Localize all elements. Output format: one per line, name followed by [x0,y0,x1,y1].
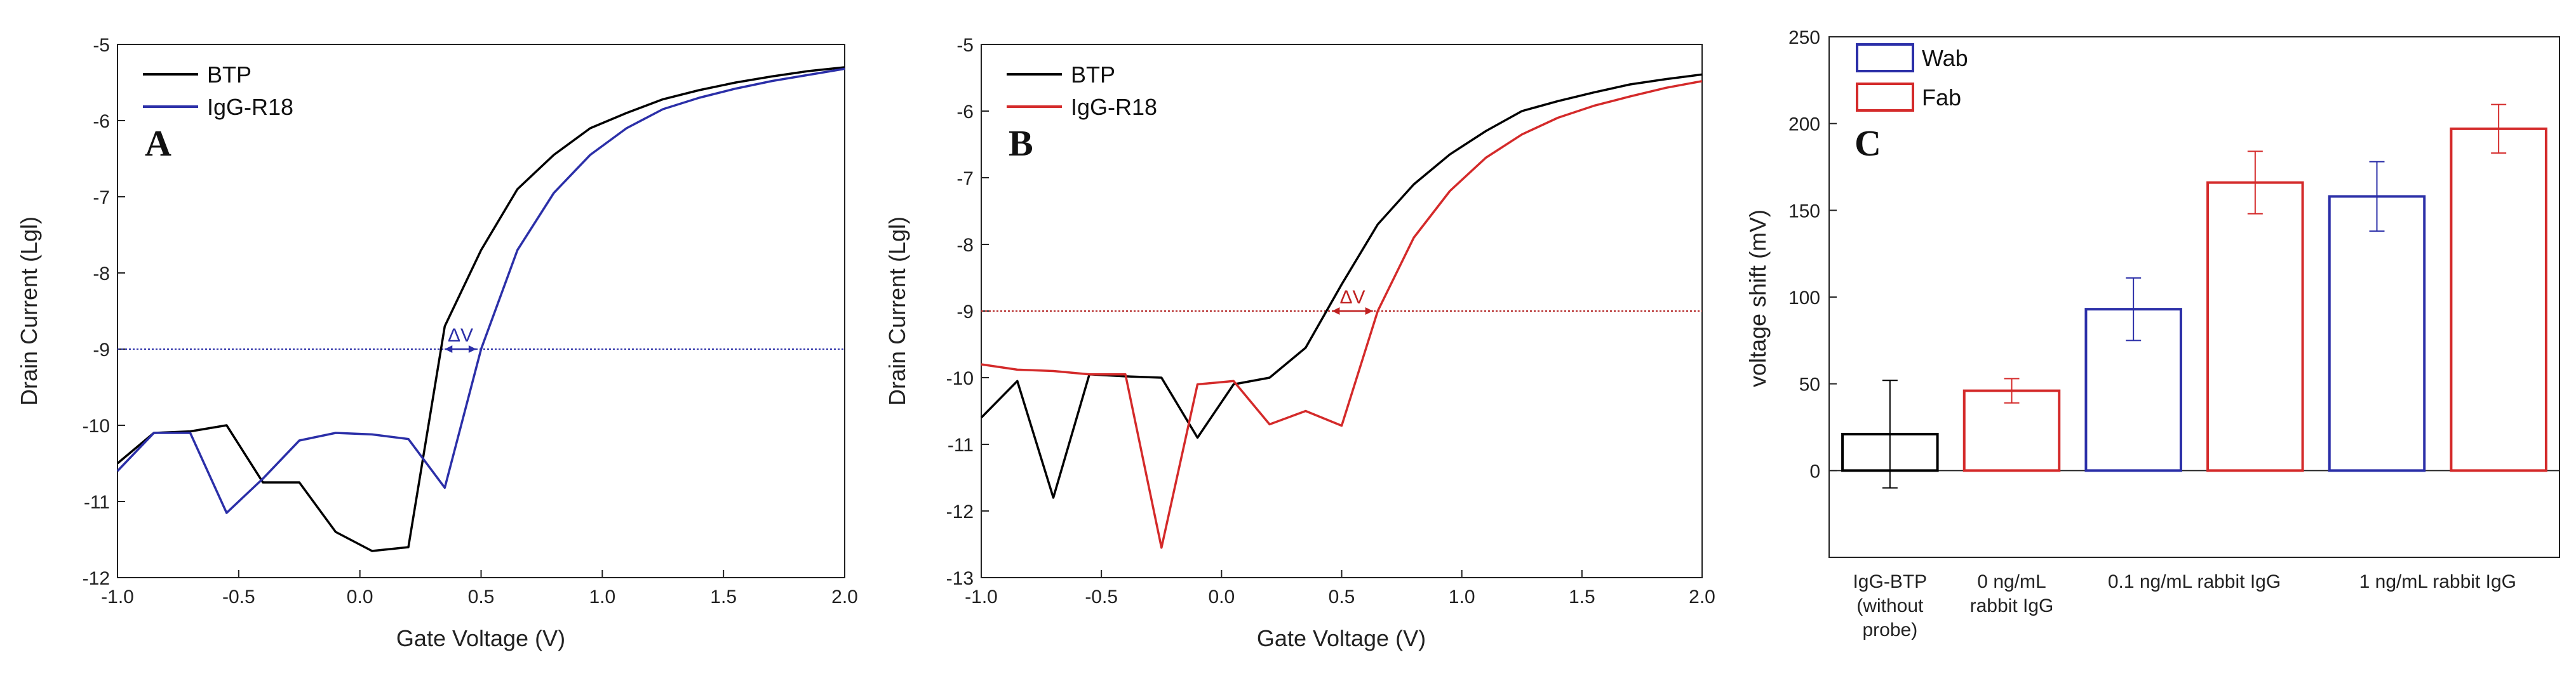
a-series-line-igg-r18 [116,67,845,514]
c-y-tick-label: 150 [1788,201,1820,222]
panel-a-delta-v-arrow [445,345,476,353]
c-y-tick-label: 200 [1788,114,1820,135]
b-y-tick-label: -6 [956,102,974,123]
a-y-tick-label: -11 [84,492,110,513]
a-x-tick-label: 2.0 [831,587,858,607]
panel-a-delta-v-label: ΔV [448,325,473,346]
a-y-tick-label: -5 [93,35,110,56]
a-x-tick-label: -0.5 [222,587,255,607]
b-x-tick-label: 0.5 [1329,587,1355,607]
c-bar [2206,181,2304,472]
panel-b-series [980,73,1703,549]
b-series-line-igg-r18 [981,80,1703,549]
b-y-tick-label: -8 [956,235,974,256]
b-x-tick-label: -0.5 [1085,587,1118,607]
a-x-tick-label: 1.5 [710,587,737,607]
panel-b-y-ticks: -13 -12 -11 -10 -9 -8 -7 -6 -5 [946,35,989,589]
panel-c-bars [1841,103,2547,489]
a-delta-v-arrowhead-left [445,345,453,353]
a-series-line-btp [116,66,845,552]
b-x-tick-label: 1.5 [1569,587,1595,607]
panel-c-legend-swatch-fab [1856,83,1914,112]
c-category-label: 0.1 ng/mL rabbit IgG [2108,571,2281,592]
panel-a-label: A [145,123,171,164]
panel-a-y-ticks: -12 -11 -10 -9 -8 -7 -6 -5 [83,35,125,589]
c-y-tick-label: 100 [1788,288,1820,308]
b-y-tick-label: -7 [956,168,974,189]
panel-b: -13 -12 -11 -10 -9 -8 -7 -6 -5 -1.0 -0.5 0.0 0.5 1.0… [884,35,1715,651]
c-bar [2328,195,2426,472]
b-y-tick-label: -9 [956,302,974,322]
b-x-tick-label: 0.0 [1208,587,1235,607]
b-x-tick-label: 2.0 [1689,587,1715,607]
a-x-tick-label: 0.5 [468,587,495,607]
panel-c-y-axis-label: voltage shift (mV) [1745,209,1771,387]
panel-b-x-axis-label: Gate Voltage (V) [1257,625,1426,651]
b-delta-v-arrowhead-right [1365,307,1373,315]
c-y-tick-label: 250 [1788,27,1820,48]
panel-c-legend-wab: Wab [1922,45,1968,71]
panel-b-label: B [1009,123,1033,164]
a-x-tick-label: 0.0 [347,587,373,607]
a-y-tick-label: -7 [93,187,110,208]
a-y-tick-label: -8 [93,263,110,284]
b-delta-v-arrowhead-left [1332,307,1340,315]
b-x-tick-label: -1.0 [965,587,998,607]
c-category-label: 0 ng/mL [1977,571,2046,592]
c-category-label: probe) [1862,620,1917,640]
panel-c-label: C [1855,123,1881,164]
panel-a-x-axis-label: Gate Voltage (V) [396,625,565,651]
panel-b-delta-v-label: ΔV [1339,287,1365,308]
a-y-tick-label: -9 [93,340,110,361]
panel-a-legend-igg: IgG-R18 [207,94,293,120]
c-y-tick-label: 0 [1809,461,1820,482]
panel-b-legend-igg: IgG-R18 [1071,94,1157,120]
a-x-tick-label: 1.0 [589,587,615,607]
c-category-label: 1 ng/mL rabbit IgG [2359,571,2516,592]
panel-b-y-axis-label: Drain Current (Lgl) [884,216,910,406]
c-bar [2450,127,2547,472]
panel-c-category-labels: IgG-BTP (without probe) 0 ng/mL rabbit IgG 0.… [1853,571,2516,640]
b-y-tick-label: -13 [946,568,974,589]
c-y-tick-label: 50 [1799,375,1820,395]
a-y-tick-label: -10 [83,416,110,437]
panel-b-legend-btp: BTP [1071,62,1115,88]
a-y-tick-label: -6 [93,111,110,132]
panel-c: 0 50 100 150 200 250 IgG-BTP (without probe) 0 n… [1745,27,2560,640]
panel-a-x-ticks: -1.0 -0.5 0.0 0.5 1.0 1.5 2.0 [101,570,858,607]
panel-c-legend-swatch-wab [1856,43,1914,72]
b-y-tick-label: -5 [956,35,974,56]
panel-a-y-axis-label: Drain Current (Lgl) [16,216,42,406]
b-y-tick-label: -12 [946,501,974,522]
panel-b-delta-v-arrow [1332,307,1373,315]
panel-c-legend-fab: Fab [1922,84,1961,110]
c-category-label: (without [1856,595,1924,616]
panel-a-series [116,66,845,552]
a-y-tick-label: -12 [83,568,110,589]
panel-c-y-ticks: 0 50 100 150 200 250 [1788,27,1837,482]
a-x-tick-label: -1.0 [101,587,134,607]
panel-a-legend-btp: BTP [207,62,252,88]
b-series-line-btp [980,73,1703,499]
panel-b-x-ticks: -1.0 -0.5 0.0 0.5 1.0 1.5 2.0 [965,570,1715,607]
panel-a-plot-frame [117,44,845,578]
b-x-tick-label: 1.0 [1449,587,1475,607]
b-y-tick-label: -10 [946,368,974,389]
panel-a: -12 -11 -10 -9 -8 -7 -6 -5 -1.0 -0.5 0.0 0.5 1.0 1.5… [16,35,858,651]
b-y-tick-label: -11 [948,435,974,456]
c-category-label: IgG-BTP [1853,571,1927,592]
a-delta-v-arrowhead-right [468,345,476,353]
c-category-label: rabbit IgG [1970,595,2054,616]
